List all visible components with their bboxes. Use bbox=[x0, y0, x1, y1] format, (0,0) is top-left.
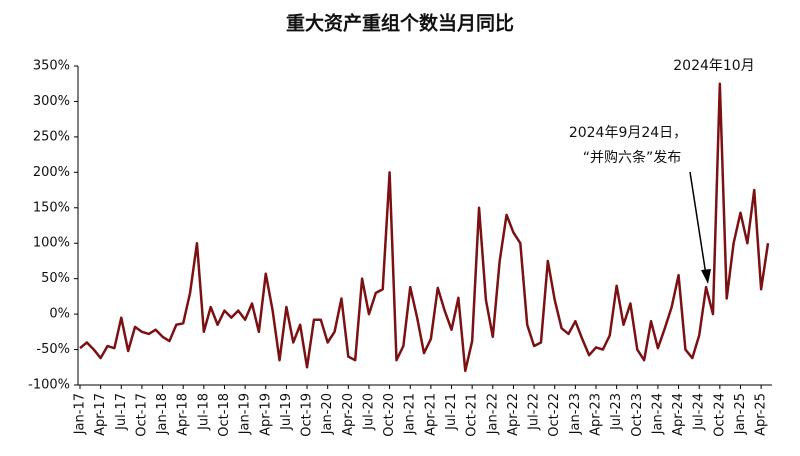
y-tick-label: -100% bbox=[28, 378, 70, 393]
y-tick-label: 350% bbox=[33, 59, 70, 74]
x-tick-label: Oct-19 bbox=[300, 393, 315, 437]
x-tick-label: Oct-24 bbox=[712, 393, 727, 437]
y-tick-label: 150% bbox=[33, 200, 70, 215]
x-tick-label: Apr-17 bbox=[93, 393, 108, 436]
y-tick-label: 0% bbox=[49, 307, 70, 322]
x-tick-label: Jul-24 bbox=[692, 393, 707, 431]
x-tick-label: Jan-21 bbox=[403, 393, 418, 435]
x-tick-label: Jan-18 bbox=[155, 393, 170, 435]
y-tick-label: 300% bbox=[33, 94, 70, 109]
y-tick-label: -50% bbox=[36, 342, 70, 357]
x-tick-label: Jul-17 bbox=[114, 393, 129, 431]
y-tick-label: 100% bbox=[33, 236, 70, 251]
x-tick-label: Jan-24 bbox=[650, 393, 665, 435]
x-tick-label: Oct-22 bbox=[547, 393, 562, 437]
arrow-head bbox=[701, 269, 711, 284]
chart-title: 重大资产重组个数当月同比 bbox=[286, 12, 514, 35]
x-tick-label: Apr-25 bbox=[754, 393, 769, 436]
x-tick-label: Jan-22 bbox=[485, 393, 500, 435]
x-tick-label: Oct-20 bbox=[382, 393, 397, 437]
x-tick-label: Jul-19 bbox=[279, 393, 294, 431]
x-tick-label: Apr-21 bbox=[423, 393, 438, 436]
x-tick-label: Apr-20 bbox=[341, 393, 356, 436]
x-tick-label: Apr-23 bbox=[589, 393, 604, 436]
y-tick-label: 250% bbox=[33, 129, 70, 144]
x-tick-label: Oct-23 bbox=[630, 393, 645, 437]
annotation: 2024年9月24日， bbox=[569, 125, 687, 141]
arrow-line bbox=[689, 171, 707, 276]
x-tick-label: Jul-21 bbox=[444, 393, 459, 431]
x-tick-label: Apr-24 bbox=[671, 393, 686, 436]
x-tick-label: Jul-20 bbox=[361, 393, 376, 431]
x-tick-label: Oct-18 bbox=[217, 393, 232, 437]
y-tick-label: 200% bbox=[33, 165, 70, 180]
x-tick-label: Oct-21 bbox=[465, 393, 480, 437]
x-tick-label: Jan-19 bbox=[238, 393, 253, 435]
x-tick-label: Jan-20 bbox=[320, 393, 335, 435]
x-tick-label: Jul-22 bbox=[527, 393, 542, 431]
x-tick-label: Jan-17 bbox=[73, 393, 88, 435]
x-tick-label: Jan-23 bbox=[568, 393, 583, 435]
annotation: “并购六条”发布 bbox=[583, 149, 682, 166]
x-tick-label: Jul-23 bbox=[609, 393, 624, 431]
x-tick-label: Apr-18 bbox=[176, 393, 191, 436]
annotation: 2024年10月 bbox=[673, 58, 754, 74]
x-tick-label: Jan-25 bbox=[733, 393, 748, 435]
x-tick-label: Jul-18 bbox=[196, 393, 211, 431]
x-tick-label: Apr-22 bbox=[506, 393, 521, 436]
y-tick-label: 50% bbox=[41, 271, 70, 286]
x-tick-label: Apr-19 bbox=[258, 393, 273, 436]
line bbox=[79, 82, 770, 373]
x-tick-label: Oct-17 bbox=[134, 393, 149, 437]
